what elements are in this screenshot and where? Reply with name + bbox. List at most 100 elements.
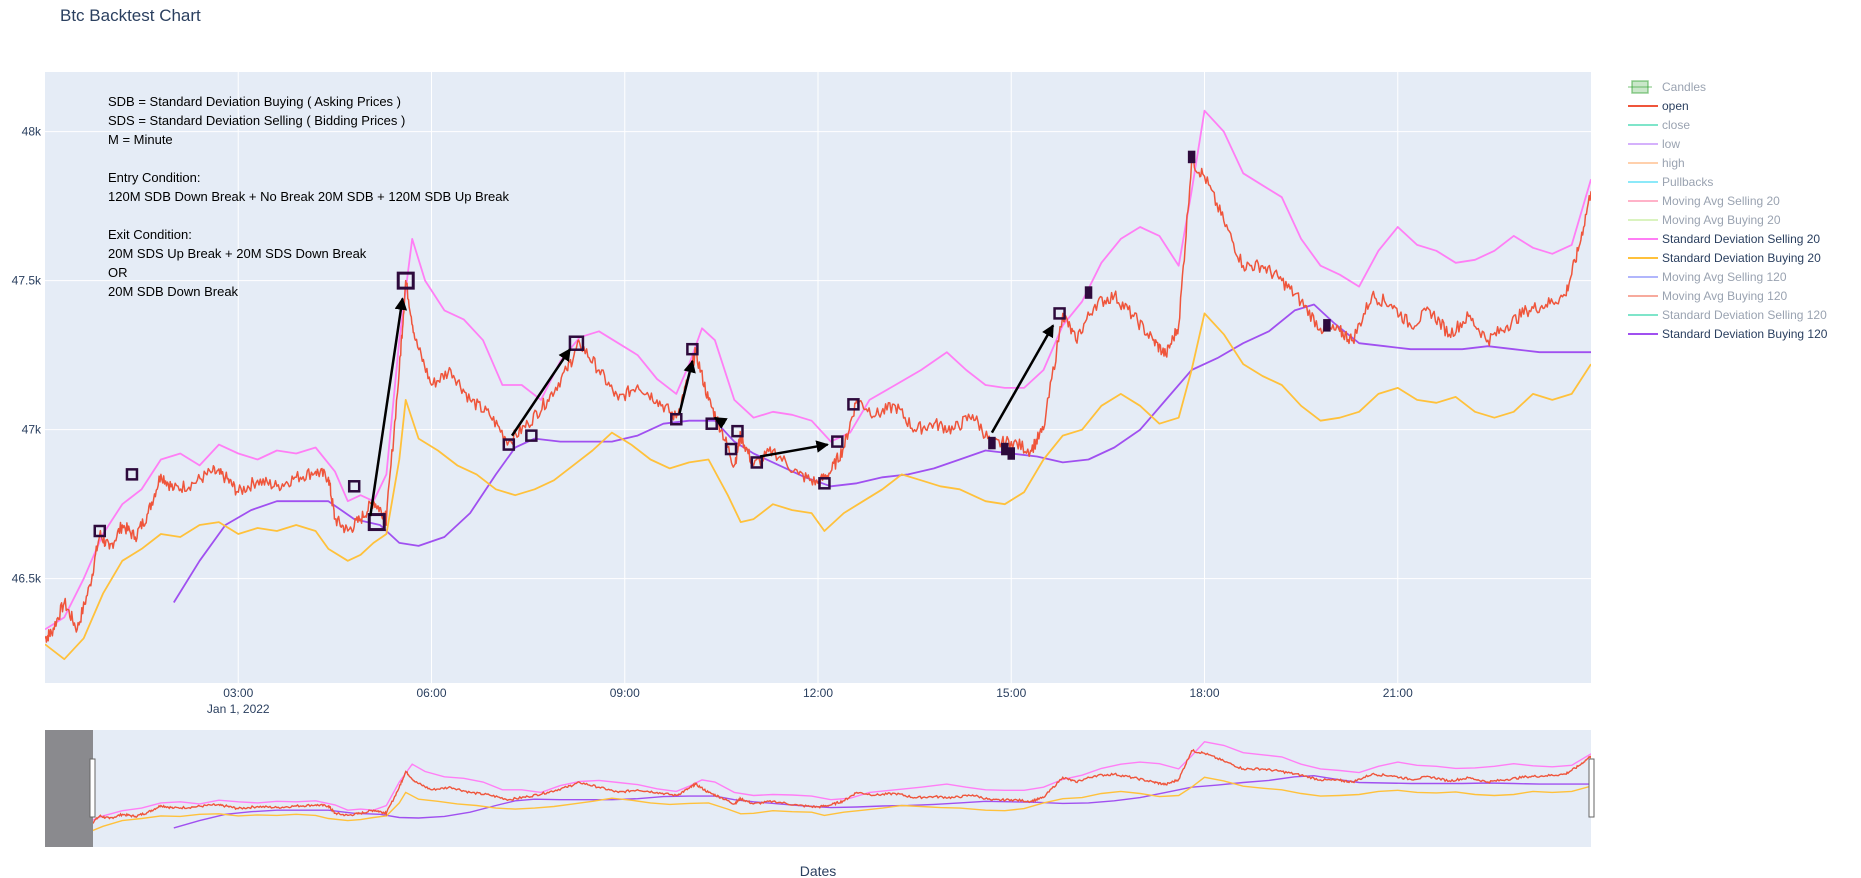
- legend-item-candles[interactable]: Candles: [1628, 80, 1706, 94]
- trade-marker: [686, 342, 699, 356]
- legend-label: Moving Avg Buying 20: [1662, 213, 1781, 227]
- legend-label: Pullbacks: [1662, 175, 1713, 189]
- trade-marker: [670, 412, 683, 426]
- legend-label: close: [1662, 118, 1690, 132]
- legend-item-standard-deviation-selling-120[interactable]: Standard Deviation Selling 120: [1628, 308, 1827, 322]
- annotation-line: OR: [108, 265, 128, 280]
- legend-label: Moving Avg Selling 20: [1662, 194, 1780, 208]
- annotation-line: 20M SDB Down Break: [108, 284, 239, 299]
- range-slider-background: [45, 730, 1591, 847]
- trade-marker: [1001, 442, 1009, 456]
- x-tick-label: 18:00: [1189, 686, 1219, 700]
- range-slider[interactable]: [45, 730, 1595, 847]
- trade-marker: [1084, 286, 1093, 299]
- trade-marker: [125, 468, 139, 481]
- trade-marker: [1187, 150, 1196, 164]
- grid-lines: [45, 72, 1591, 683]
- trade-marker: [1053, 307, 1066, 320]
- legend-label: Standard Deviation Buying 20: [1662, 251, 1821, 265]
- range-line-standard-deviation-buying-20: [45, 776, 1591, 839]
- annotation-line: M = Minute: [108, 132, 173, 147]
- trade-marker: [750, 456, 764, 469]
- trade-marker: [847, 398, 860, 411]
- legend-label: high: [1662, 156, 1685, 170]
- trade-marker: [502, 438, 516, 451]
- y-tick-label: 48k: [22, 125, 42, 139]
- legend-label: Moving Avg Buying 120: [1662, 289, 1788, 303]
- trade-marker: [818, 477, 831, 490]
- y-tick-label: 47k: [22, 423, 42, 437]
- legend-item-pullbacks[interactable]: Pullbacks: [1628, 175, 1713, 189]
- annotation-line: Exit Condition:: [108, 227, 192, 242]
- annotation-line: SDS = Standard Deviation Selling ( Biddi…: [108, 113, 405, 128]
- legend-item-standard-deviation-buying-20[interactable]: Standard Deviation Buying 20: [1628, 251, 1821, 265]
- legend-item-open[interactable]: open: [1628, 99, 1689, 113]
- chart-title: Btc Backtest Chart: [60, 6, 201, 25]
- strategy-annotation: SDB = Standard Deviation Buying ( Asking…: [108, 94, 510, 299]
- trade-arrow: [990, 324, 1055, 434]
- trade-marker: [347, 480, 361, 493]
- legend-label: Moving Avg Selling 120: [1662, 270, 1787, 284]
- annotation-line: SDB = Standard Deviation Buying ( Asking…: [108, 94, 401, 109]
- range-slider-mask: [45, 730, 93, 847]
- legend-label: Standard Deviation Selling 20: [1662, 232, 1820, 246]
- trade-marker: [988, 436, 996, 450]
- trade-arrow: [678, 359, 696, 414]
- legend-item-moving-avg-buying-20[interactable]: Moving Avg Buying 20: [1628, 213, 1781, 227]
- trade-arrow: [510, 348, 572, 437]
- range-slider-left-handle[interactable]: [89, 758, 96, 818]
- trade-marker: [1007, 447, 1015, 460]
- x-tick-label: 09:00: [610, 686, 640, 700]
- legend-label: Standard Deviation Selling 120: [1662, 308, 1827, 322]
- legend-item-close[interactable]: close: [1628, 118, 1690, 132]
- range-slider-right-handle[interactable]: [1588, 758, 1595, 818]
- trade-arrow: [759, 440, 829, 458]
- trade-marker: [1323, 319, 1331, 332]
- legend-item-standard-deviation-buying-120[interactable]: Standard Deviation Buying 120: [1628, 327, 1828, 341]
- legend-label: Candles: [1662, 80, 1706, 94]
- x-axis-title: Dates: [800, 863, 837, 878]
- legend-label: open: [1662, 99, 1689, 113]
- x-axis-ticks: 03:00 Jan 1, 2022 06:00 09:00 12:00 15:00 18:0…: [207, 686, 1413, 716]
- trade-marker: [724, 442, 738, 456]
- trade-arrows: [369, 297, 1055, 517]
- x-tick-label: 06:00: [416, 686, 446, 700]
- range-line-standard-deviation-selling-20: [45, 741, 1591, 834]
- trade-marker: [367, 513, 386, 532]
- legend-item-moving-avg-selling-20[interactable]: Moving Avg Selling 20: [1628, 194, 1780, 208]
- x-tick-label: 12:00: [803, 686, 833, 700]
- annotation-line: Entry Condition:: [108, 170, 201, 185]
- x-tick-sublabel: Jan 1, 2022: [207, 702, 270, 716]
- legend-label: low: [1662, 137, 1680, 151]
- series-line-standard-deviation-buying-20: [45, 312, 1591, 661]
- legend-item-standard-deviation-selling-20[interactable]: Standard Deviation Selling 20: [1628, 232, 1820, 246]
- legend[interactable]: Candles open close low high Pullbacks Moving A…: [1628, 80, 1828, 341]
- trade-marker: [93, 524, 107, 538]
- series-line-open: [45, 156, 1591, 643]
- legend-item-low[interactable]: low: [1628, 137, 1680, 151]
- trade-markers: [93, 150, 1331, 538]
- trade-marker: [831, 435, 844, 448]
- trade-marker: [568, 335, 585, 351]
- series-lines: [45, 109, 1591, 661]
- y-tick-label: 46.5k: [12, 572, 42, 586]
- legend-item-moving-avg-selling-120[interactable]: Moving Avg Selling 120: [1628, 270, 1787, 284]
- legend-item-high[interactable]: high: [1628, 156, 1685, 170]
- annotation-line: 120M SDB Down Break + No Break 20M SDB +…: [108, 189, 510, 204]
- range-slider-series: [45, 741, 1591, 839]
- y-tick-label: 47.5k: [12, 274, 42, 288]
- trade-marker: [525, 429, 538, 442]
- legend-item-moving-avg-buying-120[interactable]: Moving Avg Buying 120: [1628, 289, 1788, 303]
- series-line-standard-deviation-selling-20: [45, 109, 1591, 631]
- trade-marker: [396, 271, 415, 290]
- annotation-line: 20M SDS Up Break + 20M SDS Down Break: [108, 246, 367, 261]
- range-line-open: [45, 748, 1591, 837]
- x-tick-label: 21:00: [1383, 686, 1413, 700]
- x-tick-label: 15:00: [996, 686, 1026, 700]
- legend-label: Standard Deviation Buying 120: [1662, 327, 1828, 341]
- x-tick-label: 03:00: [223, 686, 253, 700]
- trade-arrow: [369, 297, 408, 517]
- trade-arrow: [713, 416, 728, 429]
- trade-marker: [731, 424, 744, 438]
